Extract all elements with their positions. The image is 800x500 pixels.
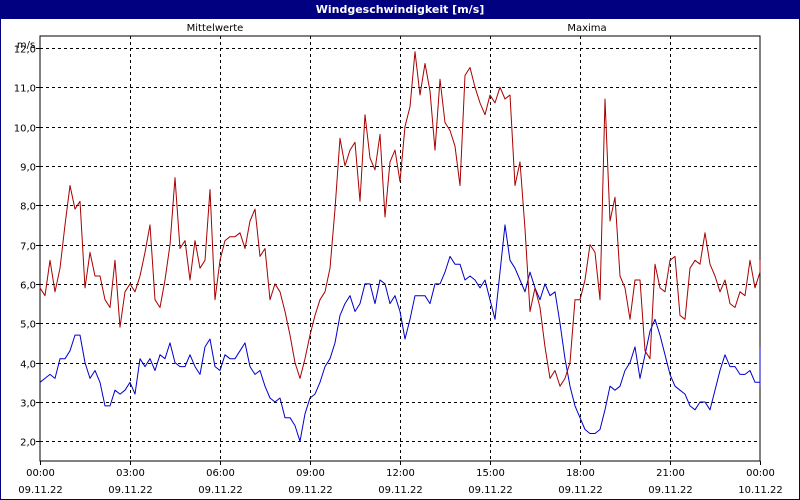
- x-axis: 00:00 09.11.22 03:00 09.11.22 06:00 09.11.22 0…: [18, 461, 783, 496]
- x-tick-date-label: 09.11.22: [108, 485, 153, 496]
- y-tick-label: 8,0: [20, 202, 36, 213]
- y-tick-label: 11,0: [14, 84, 36, 95]
- x-tick-date-label: 09.11.22: [558, 485, 603, 496]
- x-tick-date-label: 10.11.22: [738, 485, 783, 496]
- y-tick-label: 3,0: [20, 399, 36, 410]
- series: [39, 51, 761, 442]
- legend-maxima: Maxima: [567, 23, 606, 34]
- x-tick-time-label: 21:00: [656, 468, 685, 479]
- x-tick-time-label: 12:00: [386, 468, 415, 479]
- x-tick-time-label: 15:00: [476, 468, 505, 479]
- y-tick-label: 2,0: [20, 438, 36, 449]
- y-tick-label: 9,0: [20, 163, 36, 174]
- x-tick-time-label: 00:00: [26, 468, 55, 479]
- x-tick-time-label: 00:00: [746, 468, 775, 479]
- x-tick-time-label: 09:00: [296, 468, 325, 479]
- x-tick-time-label: 06:00: [206, 468, 235, 479]
- chart-title: Windgeschwindigkeit [m/s]: [1, 1, 799, 19]
- legend: Mittelwerte Maxima: [187, 23, 607, 34]
- y-axis-label: m/s: [17, 40, 35, 51]
- series-line-maxima: [39, 51, 761, 387]
- grid: [40, 36, 760, 461]
- y-axis: m/s 2,0 3,0 4,0 5,0 6,0 7,0 8,0 9,0 10,0 11,0 12,0: [14, 40, 40, 449]
- y-tick-label: 10,0: [14, 124, 36, 135]
- x-tick-date-label: 09.11.22: [648, 485, 693, 496]
- y-tick-label: 6,0: [20, 281, 36, 292]
- y-tick-label: 4,0: [20, 360, 36, 371]
- y-tick-label: 7,0: [20, 242, 36, 253]
- y-tick-label: 5,0: [20, 320, 36, 331]
- x-tick-date-label: 09.11.22: [468, 485, 513, 496]
- x-tick-date-label: 09.11.22: [378, 485, 423, 496]
- x-tick-date-label: 09.11.22: [18, 485, 63, 496]
- x-tick-date-label: 09.11.22: [288, 485, 333, 496]
- series-line-mittelwerte: [39, 224, 761, 442]
- x-tick-date-label: 09.11.22: [198, 485, 243, 496]
- x-tick-time-label: 18:00: [566, 468, 595, 479]
- legend-mittelwerte: Mittelwerte: [187, 23, 244, 34]
- x-tick-time-label: 03:00: [116, 468, 145, 479]
- y-tick-label: 12,0: [14, 45, 36, 56]
